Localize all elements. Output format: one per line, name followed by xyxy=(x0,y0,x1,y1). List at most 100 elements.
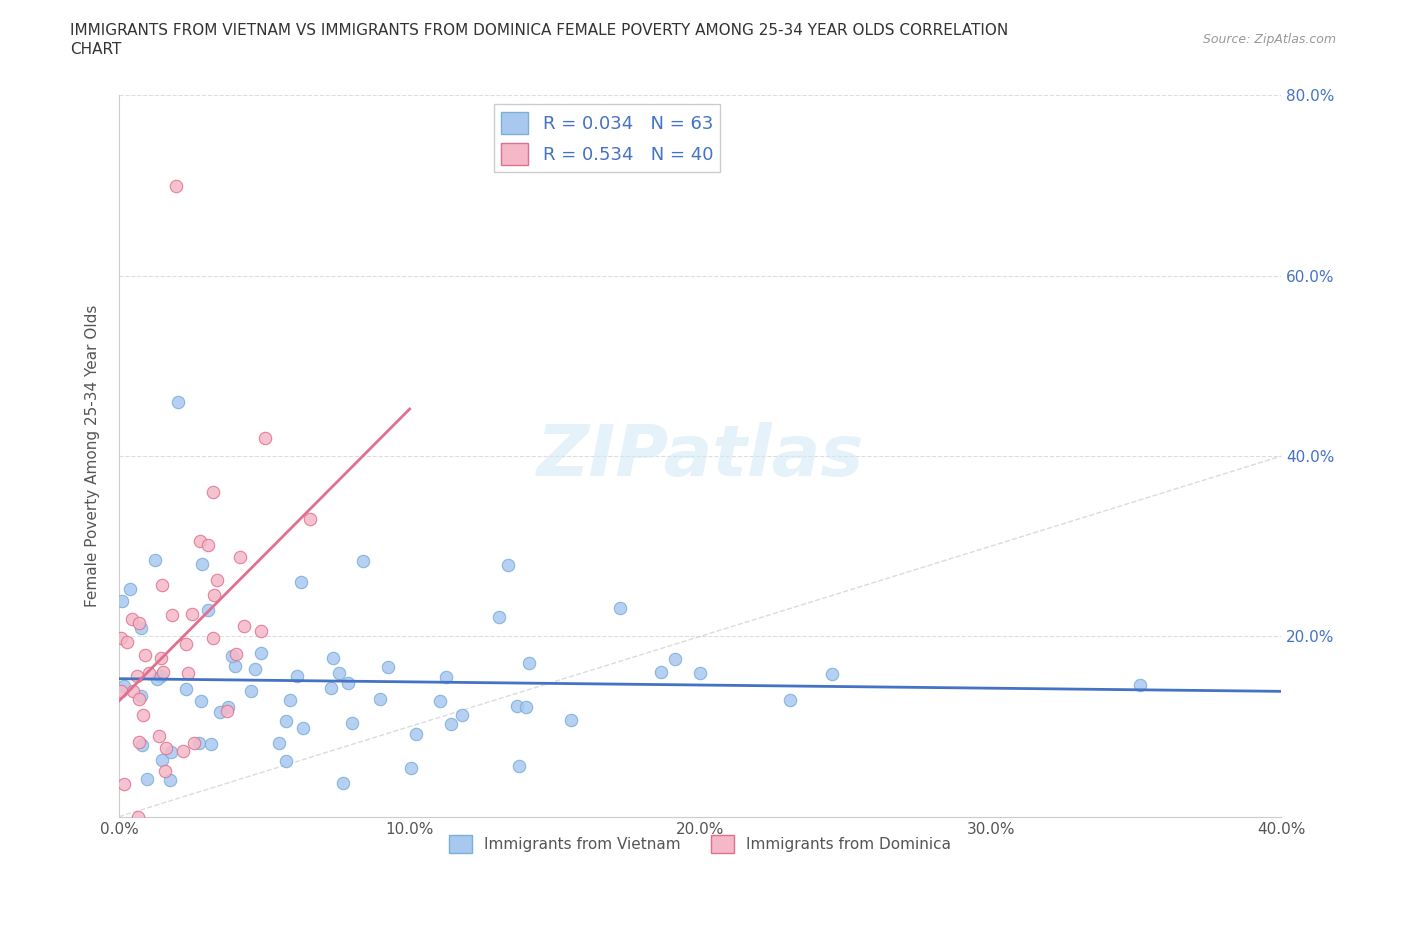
Point xyxy=(229,550,252,565)
Point xyxy=(159,745,181,760)
Point xyxy=(299,512,322,526)
Point xyxy=(250,624,273,639)
Point xyxy=(121,684,143,698)
Point xyxy=(125,669,148,684)
Point xyxy=(205,572,228,587)
Point xyxy=(188,736,211,751)
Point xyxy=(352,553,374,568)
Point xyxy=(319,680,342,695)
Point xyxy=(221,648,243,663)
Point xyxy=(517,656,540,671)
Point xyxy=(176,682,198,697)
Point xyxy=(224,658,246,673)
Point xyxy=(292,720,315,735)
Point xyxy=(149,651,172,666)
Point xyxy=(155,740,177,755)
Point xyxy=(217,700,239,715)
Point xyxy=(240,684,263,698)
Point xyxy=(342,715,364,730)
Text: IMMIGRANTS FROM VIETNAM VS IMMIGRANTS FROM DOMINICA FEMALE POVERTY AMONG 25-34 Y: IMMIGRANTS FROM VIETNAM VS IMMIGRANTS FR… xyxy=(70,23,1008,38)
Point xyxy=(172,743,194,758)
Point xyxy=(131,737,153,752)
Point xyxy=(429,694,451,709)
Point xyxy=(779,693,801,708)
Point xyxy=(285,669,308,684)
Point xyxy=(150,753,173,768)
Point xyxy=(290,575,312,590)
Point xyxy=(128,616,150,631)
Point xyxy=(146,671,169,686)
Point xyxy=(136,771,159,786)
Point xyxy=(204,588,226,603)
Point xyxy=(488,609,510,624)
Point xyxy=(149,668,172,683)
Point xyxy=(609,600,631,615)
Point xyxy=(121,612,143,627)
Point xyxy=(405,727,427,742)
Point xyxy=(176,666,198,681)
Point xyxy=(253,431,276,445)
Point xyxy=(202,631,225,645)
Point xyxy=(232,618,254,633)
Text: ZIPatlas: ZIPatlas xyxy=(537,421,863,490)
Point xyxy=(152,664,174,679)
Point xyxy=(200,737,222,751)
Point xyxy=(180,606,202,621)
Point xyxy=(152,578,174,592)
Point xyxy=(217,703,239,718)
Point xyxy=(165,179,187,193)
Point xyxy=(336,676,359,691)
Point xyxy=(128,735,150,750)
Text: CHART: CHART xyxy=(70,42,122,57)
Point xyxy=(197,603,219,618)
Point xyxy=(377,659,399,674)
Point xyxy=(515,699,537,714)
Point xyxy=(506,698,529,713)
Point xyxy=(451,708,474,723)
Point xyxy=(160,607,183,622)
Point xyxy=(322,650,344,665)
Point xyxy=(821,667,844,682)
Point xyxy=(274,753,297,768)
Point xyxy=(132,708,155,723)
Point xyxy=(110,631,132,645)
Point xyxy=(129,621,152,636)
Point xyxy=(183,736,205,751)
Point xyxy=(115,634,138,649)
Point xyxy=(190,693,212,708)
Point xyxy=(328,666,350,681)
Point xyxy=(134,648,156,663)
Point xyxy=(508,759,530,774)
Point xyxy=(1129,677,1152,692)
Y-axis label: Female Poverty Among 25-34 Year Olds: Female Poverty Among 25-34 Year Olds xyxy=(86,305,100,607)
Point xyxy=(560,712,582,727)
Point xyxy=(498,558,520,573)
Point xyxy=(112,777,135,792)
Point xyxy=(650,665,672,680)
Point xyxy=(368,691,391,706)
Point xyxy=(664,652,686,667)
Point xyxy=(110,684,132,698)
Point xyxy=(332,776,354,790)
Point xyxy=(112,678,135,693)
Text: Source: ZipAtlas.com: Source: ZipAtlas.com xyxy=(1202,33,1336,46)
Point xyxy=(689,666,711,681)
Point xyxy=(143,553,166,568)
Point xyxy=(276,713,298,728)
Legend: Immigrants from Vietnam, Immigrants from Dominica: Immigrants from Vietnam, Immigrants from… xyxy=(443,829,957,859)
Point xyxy=(153,764,176,778)
Point xyxy=(176,636,198,651)
Point xyxy=(243,661,266,676)
Point xyxy=(129,688,152,703)
Point xyxy=(191,557,214,572)
Point xyxy=(399,761,422,776)
Point xyxy=(280,692,302,707)
Point xyxy=(128,692,150,707)
Point xyxy=(249,645,271,660)
Point xyxy=(269,736,291,751)
Point xyxy=(434,669,457,684)
Point xyxy=(208,705,231,720)
Point xyxy=(120,581,142,596)
Point xyxy=(202,485,225,499)
Point xyxy=(440,717,463,732)
